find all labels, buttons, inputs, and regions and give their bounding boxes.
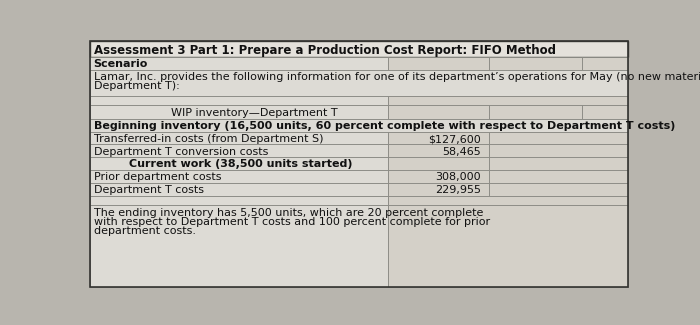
Bar <box>582 105 628 119</box>
Text: department costs.: department costs. <box>94 226 196 236</box>
Text: WIP inventory—Department T: WIP inventory—Department T <box>171 108 337 118</box>
Bar <box>489 170 628 183</box>
Bar <box>389 145 489 157</box>
Bar <box>90 41 628 57</box>
Bar <box>489 57 582 70</box>
Bar <box>90 57 389 70</box>
Bar <box>90 132 389 145</box>
Bar <box>90 145 389 157</box>
Text: 229,955: 229,955 <box>435 185 481 195</box>
Text: Lamar, Inc. provides the following information for one of its department’s opera: Lamar, Inc. provides the following infor… <box>94 72 700 82</box>
Text: Scenario: Scenario <box>94 59 148 69</box>
Bar <box>90 96 389 105</box>
Bar <box>389 196 628 205</box>
Bar <box>489 132 628 145</box>
Text: 308,000: 308,000 <box>435 172 481 182</box>
Text: with respect to Department T costs and 100 percent complete for prior: with respect to Department T costs and 1… <box>94 217 490 227</box>
Bar <box>389 132 489 145</box>
Bar <box>489 145 628 157</box>
Text: Current work (38,500 units started): Current work (38,500 units started) <box>129 159 352 169</box>
Bar <box>90 157 389 170</box>
Bar <box>90 205 389 287</box>
Text: Transferred-in costs (from Department S): Transferred-in costs (from Department S) <box>94 135 323 145</box>
Text: The ending inventory has 5,500 units, which are 20 percent complete: The ending inventory has 5,500 units, wh… <box>94 208 483 218</box>
Bar <box>90 170 389 183</box>
Text: 58,465: 58,465 <box>442 147 481 157</box>
Bar <box>90 183 389 196</box>
Bar <box>90 196 389 205</box>
Text: Department T conversion costs: Department T conversion costs <box>94 147 268 157</box>
Bar <box>389 205 628 287</box>
Bar <box>489 157 628 170</box>
Bar <box>389 105 489 119</box>
Text: $127,600: $127,600 <box>428 135 481 145</box>
Bar <box>389 170 489 183</box>
Text: Department T costs: Department T costs <box>94 185 204 195</box>
Bar <box>389 183 489 196</box>
Bar <box>489 105 582 119</box>
Text: Department T):: Department T): <box>94 81 179 91</box>
Text: Prior department costs: Prior department costs <box>94 172 221 182</box>
Bar <box>389 157 489 170</box>
Bar <box>389 57 489 70</box>
Bar <box>389 96 628 105</box>
Bar <box>90 70 628 96</box>
Text: Assessment 3 Part 1: Prepare a Production Cost Report: FIFO Method: Assessment 3 Part 1: Prepare a Productio… <box>94 44 556 57</box>
Bar <box>489 183 628 196</box>
Bar <box>90 105 389 119</box>
Bar <box>90 119 628 132</box>
Text: Beginning inventory (16,500 units, 60 percent complete with respect to Departmen: Beginning inventory (16,500 units, 60 pe… <box>94 122 675 131</box>
Bar <box>582 57 628 70</box>
